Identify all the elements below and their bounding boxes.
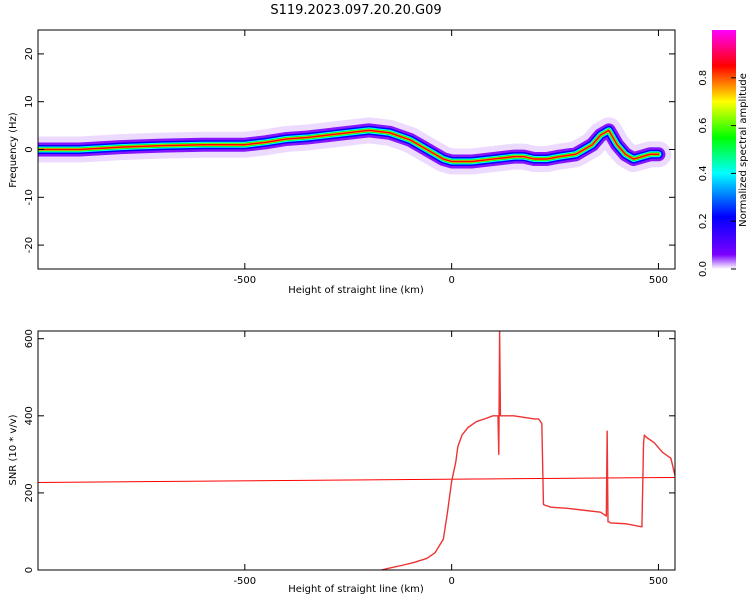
snr-xtick-label: 0 bbox=[448, 576, 454, 587]
colorbar-tick-label: 0.4 bbox=[698, 165, 709, 181]
ridge-band-6 bbox=[38, 129, 660, 163]
spectrogram-ytick-label: 10 bbox=[24, 95, 35, 108]
spectrogram-ytick-label: 0 bbox=[24, 146, 35, 152]
colorbar: 0.0 0.2 0.4 0.6 0.8 Normalized spectral ampl… bbox=[698, 30, 749, 277]
spectrogram-xtick-label: 0 bbox=[448, 275, 454, 286]
snr-xtick-label: -500 bbox=[233, 576, 256, 587]
snr-ytick-label: 400 bbox=[24, 406, 35, 425]
spectrogram-xtick-label: -500 bbox=[233, 275, 256, 286]
snr-ylabel: SNR (10 * v/v) bbox=[8, 414, 19, 485]
spectrogram-panel: -500 0 500 -20 -10 0 10 20 Height of straight l… bbox=[8, 29, 676, 296]
spectrogram-ytick-label: -10 bbox=[24, 189, 35, 205]
snr-ytick-label: 0 bbox=[24, 567, 35, 573]
colorbar-tick-label: 0.6 bbox=[698, 118, 709, 134]
colorbar-gradient bbox=[712, 30, 736, 269]
spectrogram-xtick-label: 500 bbox=[649, 275, 668, 286]
snr-frame bbox=[37, 330, 676, 571]
spectrogram-xlabel: Height of straight line (km) bbox=[288, 285, 424, 296]
colorbar-label: Normalized spectral amplitude bbox=[738, 73, 749, 227]
colorbar-tick-label: 0.8 bbox=[698, 70, 709, 86]
colorbar-tick-label: 0.0 bbox=[698, 261, 709, 277]
snr-panel: -500 0 500 0 200 400 600 Height of straight li… bbox=[8, 329, 676, 595]
colorbar-tick-label: 0.2 bbox=[698, 213, 709, 229]
figure-title: S119.2023.097.20.20.G09 bbox=[270, 3, 441, 18]
snr-ytick-label: 200 bbox=[24, 483, 35, 502]
spectrogram-ytick-label: 20 bbox=[24, 48, 35, 61]
snr-xtick-label: 500 bbox=[649, 576, 668, 587]
snr-series-1 bbox=[381, 331, 675, 570]
snr-ytick-label: 600 bbox=[24, 329, 35, 348]
spectrogram-ylabel: Frequency (Hz) bbox=[8, 112, 19, 188]
snr-xlabel: Height of straight line (km) bbox=[288, 584, 424, 595]
spectrogram-ytick-label: -20 bbox=[24, 237, 35, 253]
snr-series-0 bbox=[38, 476, 675, 483]
